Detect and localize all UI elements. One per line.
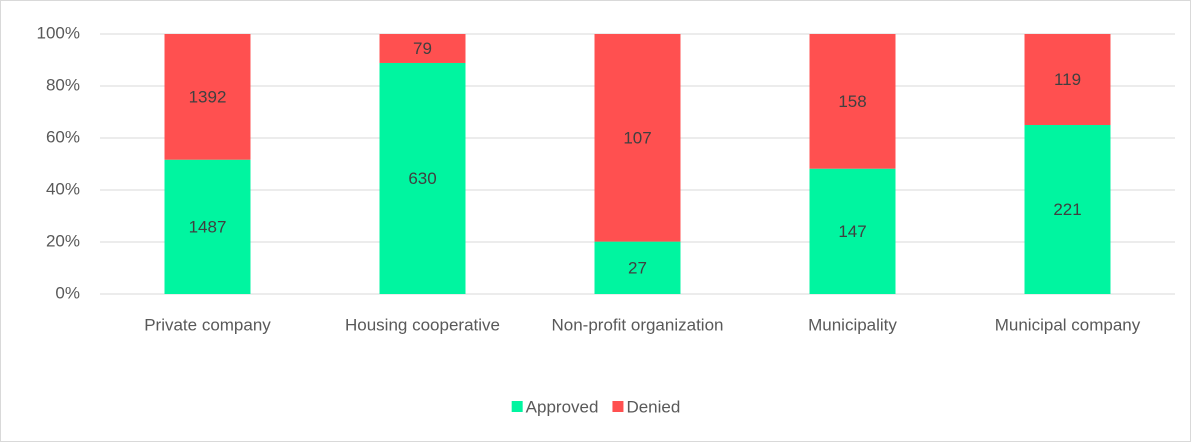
x-tick-label: Municipality <box>808 315 897 334</box>
y-tick-label: 40% <box>46 179 80 198</box>
data-label: 119 <box>1054 70 1081 89</box>
x-tick-label: Non-profit organization <box>552 315 724 334</box>
x-tick-label: Housing cooperative <box>345 315 500 334</box>
x-tick-label: Municipal company <box>995 315 1141 334</box>
bar-segment <box>379 62 466 294</box>
y-tick-label: 20% <box>46 231 80 250</box>
legend-swatch <box>511 401 523 412</box>
legend: Approved Denied <box>511 397 680 416</box>
data-label: 630 <box>408 169 436 188</box>
data-label: 147 <box>838 222 866 241</box>
bar-segment <box>594 241 681 294</box>
y-tick-label: 80% <box>46 75 80 94</box>
data-label: 221 <box>1053 200 1081 219</box>
y-tick-label: 60% <box>46 127 80 146</box>
data-label: 1487 <box>189 217 227 236</box>
data-label: 27 <box>628 258 647 277</box>
data-label: 1392 <box>189 87 227 106</box>
legend-swatch <box>612 401 624 412</box>
data-label: 158 <box>838 92 866 111</box>
legend-label: Denied <box>626 397 680 416</box>
bar-segment <box>594 34 681 242</box>
bar-segment <box>809 168 896 294</box>
data-label: 79 <box>413 39 432 58</box>
bar-segment <box>1024 125 1111 294</box>
legend-label: Approved <box>526 397 599 416</box>
y-tick-label: 0% <box>55 283 80 302</box>
y-tick-label: 100% <box>37 23 80 42</box>
bar-segment <box>164 159 251 294</box>
bar-segment <box>1024 34 1111 125</box>
data-label: 107 <box>623 128 651 147</box>
x-tick-label: Private company <box>144 315 271 334</box>
bar-segment <box>164 34 251 160</box>
bar-segment <box>809 34 896 169</box>
bar-segment <box>379 34 466 63</box>
